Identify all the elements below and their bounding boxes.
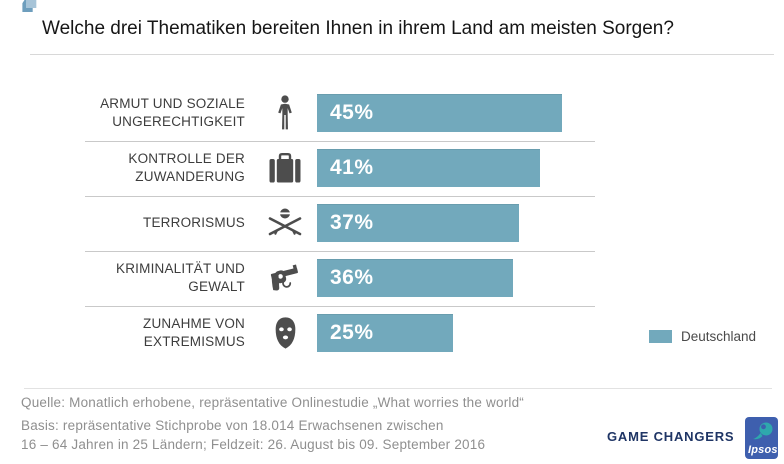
bar: 41% [317,149,541,187]
chart-row: KONTROLLE DER ZUWANDERUNG 41% [0,149,784,187]
game-changers-wordmark: GAME CHANGERS [607,429,735,444]
chart-row: ARMUT UND SOZIALE UNGERECHTIGKEIT 45% [0,94,784,132]
source-note: Quelle: Monatlich erhobene, repräsentati… [21,395,524,410]
chart-row: TERRORISMUS 37% [0,204,784,242]
category-label-line: KONTROLLE DER [128,151,245,167]
category-label-line: ZUNAHME VON [143,316,245,332]
category-label: ZUNAHME VON EXTREMISMUS [58,314,245,352]
bar: 36% [317,259,514,297]
row-divider [85,140,595,142]
category-label-line: UNGERECHTIGKEIT [112,114,245,129]
footer-divider [24,388,772,389]
legend-label: Deutschland [681,329,757,344]
category-label: KONTROLLE DER ZUWANDERUNG [58,149,245,187]
category-label-line: KRIMINALITÄT UND [116,261,245,277]
terrorist-crossed-rifles-icon [256,204,314,242]
category-label-line: GEWALT [188,279,245,294]
basis-note-line2: 16 – 64 Jahren in 25 Ländern; Feldzeit: … [21,437,486,452]
category-label: TERRORISMUS [58,204,245,242]
category-label-line: EXTREMISMUS [143,334,245,349]
bar: 45% [317,94,563,132]
row-divider [85,305,595,307]
legend-swatch [649,330,672,343]
ipsos-logo: Ipsos [745,417,778,459]
chart-legend: Deutschland [649,329,756,344]
ipsos-swirl-icon [753,422,773,440]
suitcase-icon [256,149,314,187]
quote-mark-light: ‘ [19,0,44,49]
revolver-icon [256,259,314,297]
page-title: Welche drei Thematiken bereiten Ihnen in… [40,16,680,42]
standing-person-icon [256,94,314,132]
category-label: ARMUT UND SOZIALE UNGERECHTIGKEIT [58,94,245,132]
basis-note-line1: Basis: repräsentative Stichprobe von 18.… [21,418,444,433]
bar-value-label: 36% [330,266,374,289]
ipsos-logo-text: Ipsos [748,444,778,456]
bar-value-label: 25% [330,321,374,344]
category-label-line: ZUWANDERUNG [135,169,245,184]
bar: 37% [317,204,519,242]
category-label-line: ARMUT UND SOZIALE [100,96,245,112]
row-divider [85,250,595,252]
balaclava-icon [256,314,314,352]
bar-value-label: 45% [330,101,374,124]
quotation-marks-icon: ‘‘ [16,0,43,48]
category-label-line: TERRORISMUS [143,215,245,231]
category-label: KRIMINALITÄT UND GEWALT [58,259,245,297]
bar-value-label: 37% [330,211,374,234]
quote-mark-dark: ‘ [16,0,40,53]
bar: 25% [317,314,454,352]
bar-value-label: 41% [330,156,374,179]
row-divider [85,195,595,197]
chart-row: ZUNAHME VON EXTREMISMUS 25% [0,314,784,352]
title-divider [30,54,774,55]
chart-row: KRIMINALITÄT UND GEWALT 36% [0,259,784,297]
